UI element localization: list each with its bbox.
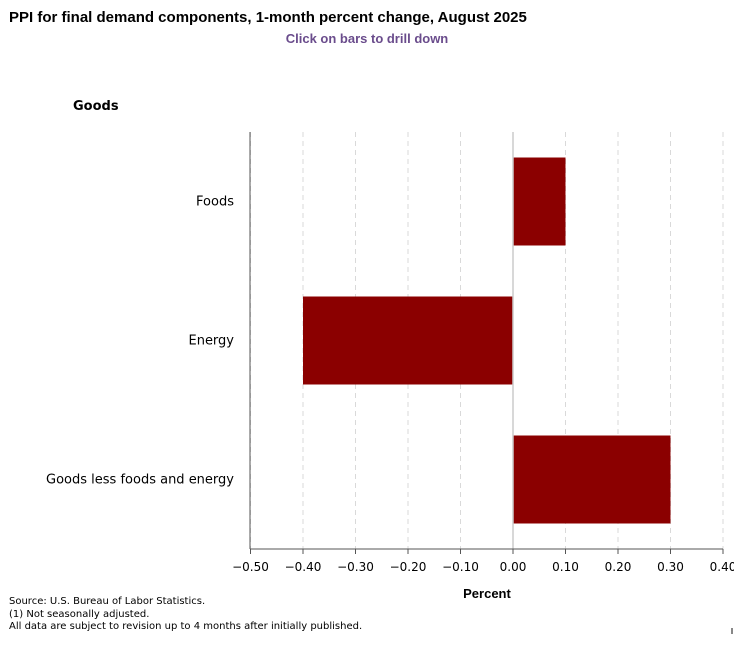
bar-goods-less-foods-and-energy[interactable] <box>513 435 671 524</box>
x-tick-label: 0.40 <box>710 560 734 574</box>
category-label: Energy <box>188 334 234 349</box>
chart-title: PPI for final demand components, 1-month… <box>9 9 527 26</box>
footnote-1: (1) Not seasonally adjusted. <box>9 608 150 620</box>
axes <box>249 132 724 554</box>
source-note: Source: U.S. Bureau of Labor Statistics. <box>9 596 206 607</box>
category-label: Foods <box>196 195 234 210</box>
group-label: Goods <box>73 99 119 114</box>
chart-subtitle: Click on bars to drill down <box>285 31 449 46</box>
bars <box>303 157 671 524</box>
category-labels: Foods Energy Goods less foods and energy <box>46 195 234 488</box>
footnote-2: All data are subject to revision up to 4… <box>9 621 363 632</box>
x-tick-label: −0.30 <box>337 560 374 574</box>
x-tick-label: −0.40 <box>285 560 322 574</box>
x-tick-label: 0.10 <box>552 560 579 574</box>
bar-energy[interactable] <box>303 296 513 385</box>
footnotes: Source: U.S. Bureau of Labor Statistics.… <box>9 596 362 634</box>
x-tick-label: 0.30 <box>657 560 684 574</box>
corner-mark <box>731 628 733 634</box>
tick-labels: −0.50 −0.40 −0.30 −0.20 −0.10 0.00 0.10 0.20 0.3… <box>232 560 734 574</box>
bar-foods[interactable] <box>513 157 566 246</box>
x-tick-label: 0.00 <box>500 560 527 574</box>
x-tick-label: −0.20 <box>390 560 427 574</box>
category-label: Goods less foods and energy <box>46 473 234 488</box>
x-tick-label: −0.50 <box>232 560 269 574</box>
x-tick-label: 0.20 <box>605 560 632 574</box>
x-tick-label: −0.10 <box>442 560 479 574</box>
x-axis-label: Percent <box>463 586 511 601</box>
